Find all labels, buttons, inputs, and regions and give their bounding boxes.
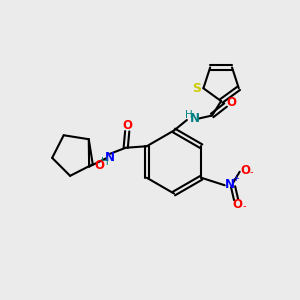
Text: O: O — [94, 159, 104, 172]
Text: N: N — [190, 112, 200, 125]
Text: N: N — [105, 151, 115, 164]
Text: O: O — [240, 164, 250, 177]
Text: H: H — [185, 110, 193, 120]
Text: -: - — [250, 167, 253, 177]
Text: N: N — [225, 178, 235, 190]
Text: +: + — [232, 174, 239, 183]
Text: O: O — [232, 198, 243, 211]
Text: O: O — [226, 96, 236, 109]
Text: O: O — [122, 119, 132, 132]
Text: S: S — [192, 82, 201, 95]
Text: -: - — [242, 201, 246, 211]
Text: H: H — [101, 157, 109, 167]
